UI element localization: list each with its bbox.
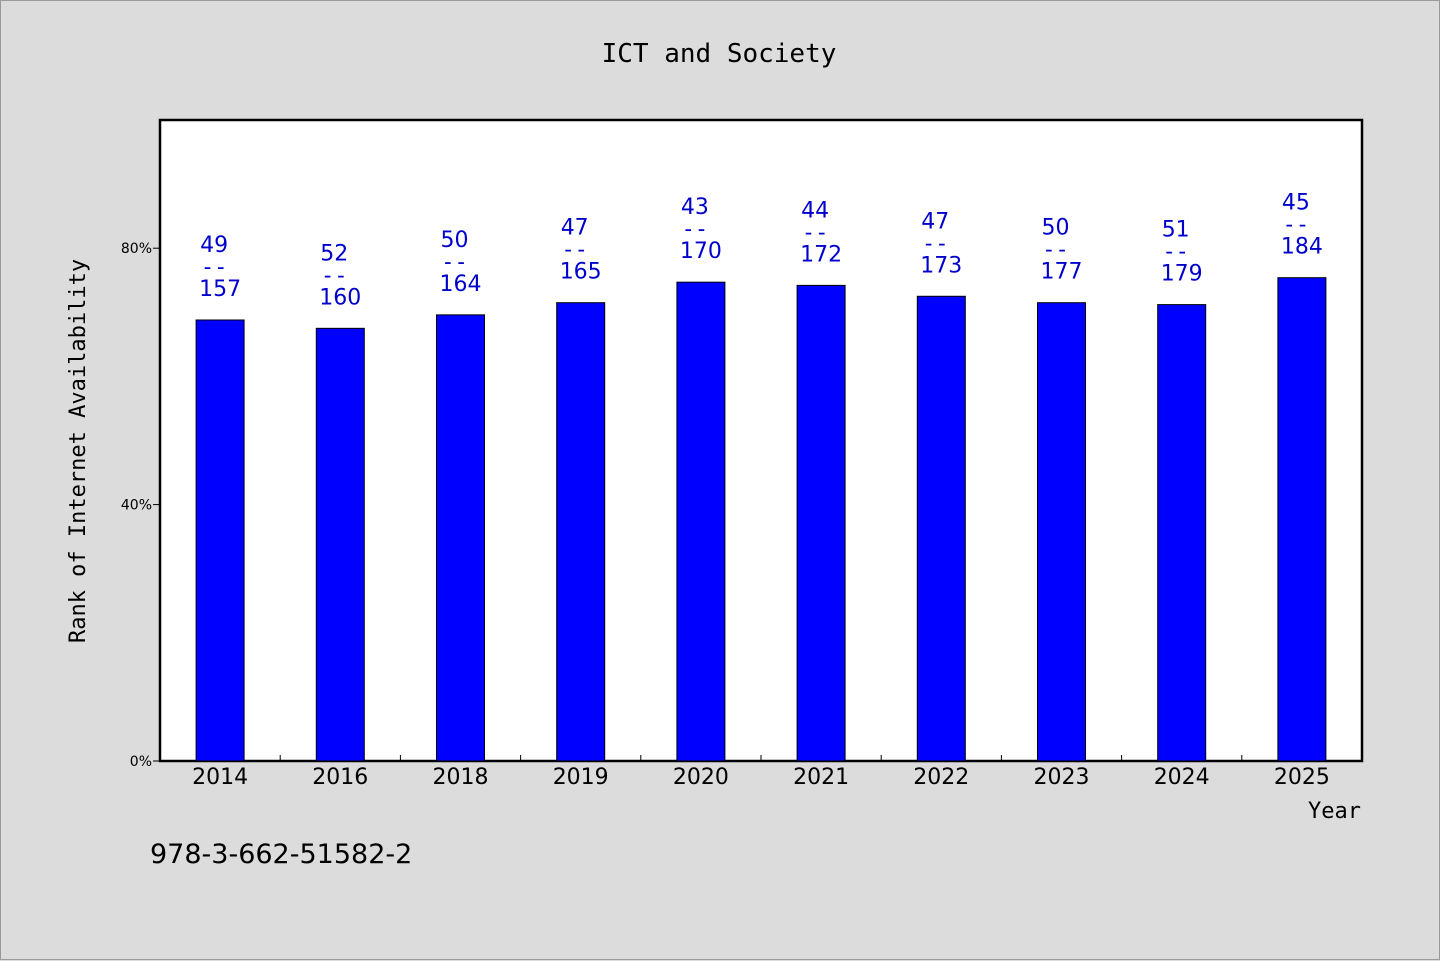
bar-label-top-2021: 44 [801, 198, 829, 223]
bar-label-bottom-2019: 165 [560, 260, 602, 285]
y-axis: 0% 40% 80% [121, 241, 160, 770]
x-tick-label-2016: 2016 [312, 765, 368, 790]
x-tick-label-2022: 2022 [913, 765, 969, 790]
x-tick-label-2023: 2023 [1034, 765, 1090, 790]
bar-label-top-2025: 45 [1282, 191, 1310, 216]
x-tick-label-2024: 2024 [1154, 765, 1210, 790]
x-tick-label-2018: 2018 [433, 765, 489, 790]
bar-label-bottom-2022: 173 [920, 253, 962, 278]
bar-label-sep-2025: -- [1283, 213, 1310, 238]
bar-label-bottom-2018: 164 [440, 272, 482, 297]
bar-labels-layer: 49--15752--16050--16447--16543--17044--1… [199, 191, 1323, 311]
bar-label-bottom-2020: 170 [680, 239, 722, 264]
bar-label-sep-2018: -- [441, 250, 468, 275]
bar-label-top-2018: 50 [441, 228, 469, 253]
x-tick-label-2025: 2025 [1274, 765, 1330, 790]
bar-2016 [315, 327, 365, 762]
bar-label-sep-2016: -- [321, 263, 348, 288]
bar-label-sep-2021: -- [802, 220, 829, 245]
y-axis-label: Rank of Internet Availability [66, 259, 91, 643]
bar-label-bottom-2016: 160 [319, 285, 361, 310]
y-tick-label-0: 0% [130, 754, 152, 770]
bar-label-top-2022: 47 [921, 209, 949, 234]
bar-2014 [195, 319, 245, 762]
chart-title: ICT and Society [602, 39, 837, 69]
x-tick-label-2020: 2020 [673, 765, 729, 790]
bar-2024 [1157, 304, 1207, 762]
x-tick-label-2021: 2021 [793, 765, 849, 790]
bar-2025 [1277, 277, 1327, 762]
bar-2020 [676, 281, 726, 762]
bar-label-bottom-2024: 179 [1161, 262, 1203, 287]
x-axis-label: Year [1308, 799, 1361, 824]
y-tick-label-40: 40% [121, 498, 152, 514]
bar-label-sep-2022: -- [922, 231, 949, 256]
x-tick-label-2014: 2014 [192, 765, 248, 790]
bar-label-sep-2014: -- [201, 255, 228, 280]
isbn-footer: 978-3-662-51582-2 [150, 839, 412, 870]
bar-2022 [916, 295, 966, 762]
bar-2018 [436, 314, 485, 762]
bars-layer [195, 277, 1327, 762]
bar-label-top-2016: 52 [320, 241, 348, 266]
bar-label-bottom-2021: 172 [800, 242, 842, 267]
bar-label-sep-2020: -- [682, 217, 709, 242]
bar-label-bottom-2025: 184 [1281, 235, 1323, 260]
bar-label-top-2023: 50 [1042, 216, 1070, 241]
bar-label-top-2014: 49 [200, 233, 228, 258]
bar-label-top-2019: 47 [561, 216, 589, 241]
bar-label-bottom-2014: 157 [199, 277, 241, 302]
bar-label-top-2020: 43 [681, 195, 709, 220]
x-axis: 2014 2016 2018 2019 2020 2021 2022 2023 2024 2025 [192, 755, 1330, 790]
bar-2023 [1037, 302, 1086, 762]
bar-2019 [556, 302, 606, 762]
bar-2021 [796, 284, 846, 762]
bar-label-sep-2019: -- [561, 238, 588, 263]
bar-label-sep-2023: -- [1042, 238, 1069, 263]
bar-label-top-2024: 51 [1162, 218, 1190, 243]
bar-label-bottom-2023: 177 [1041, 260, 1083, 285]
y-tick-label-80: 80% [121, 241, 152, 257]
bar-label-sep-2024: -- [1162, 240, 1189, 265]
x-tick-label-2019: 2019 [553, 765, 609, 790]
